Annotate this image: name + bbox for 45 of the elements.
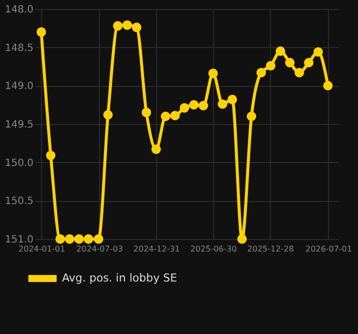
point: [304, 58, 314, 68]
point: [46, 150, 56, 160]
point: [160, 112, 170, 122]
point: [246, 112, 256, 122]
x-tick-label: 2024-01-01: [18, 244, 66, 254]
x-tick-label: 2024-07-03: [76, 244, 123, 254]
point: [55, 234, 65, 244]
point: [94, 234, 104, 244]
point: [294, 68, 304, 78]
x-tick-label: 2024-12-31: [133, 244, 180, 254]
point: [237, 234, 247, 244]
legend-label: Avg. pos. in lobby SE: [62, 272, 178, 284]
point: [276, 46, 286, 56]
point: [103, 110, 113, 120]
point: [256, 68, 266, 78]
point: [74, 234, 84, 244]
point: [228, 94, 238, 104]
y-tick-label: 150.5: [4, 196, 34, 208]
y-tick-label: 151.0: [4, 234, 34, 246]
point: [285, 58, 295, 68]
point: [64, 234, 74, 244]
point: [132, 22, 142, 32]
point: [218, 99, 228, 109]
point: [266, 61, 276, 70]
x-tick-label: 2025-06-30: [190, 244, 237, 254]
point: [113, 21, 122, 31]
x-tick-label: 2026-07-01: [305, 244, 352, 254]
y-tick-label: 148.0: [4, 4, 34, 16]
y-tick-label: 148.5: [4, 42, 34, 54]
y-tick-label: 149.5: [4, 120, 34, 130]
x-tick-label: 2025-12-28: [247, 244, 294, 254]
point: [170, 110, 180, 120]
point: [208, 68, 218, 78]
point: [323, 80, 333, 90]
point: [198, 100, 208, 110]
point: [151, 144, 161, 154]
y-tick-label: 150.0: [4, 158, 34, 169]
y-tick-label: 149.0: [4, 81, 34, 92]
point: [180, 103, 190, 113]
point: [142, 108, 152, 118]
point: [313, 47, 323, 57]
point: [122, 20, 132, 30]
point: [189, 100, 199, 110]
point: [84, 234, 94, 244]
point: [36, 27, 46, 37]
